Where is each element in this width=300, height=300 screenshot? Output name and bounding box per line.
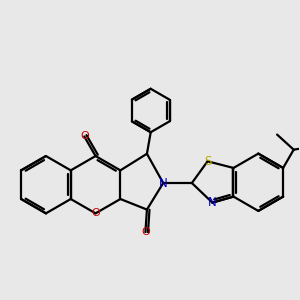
Text: O: O bbox=[91, 208, 100, 218]
Text: O: O bbox=[141, 227, 150, 237]
Text: O: O bbox=[80, 131, 88, 141]
Text: N: N bbox=[159, 176, 168, 190]
Text: N: N bbox=[208, 196, 217, 209]
Text: S: S bbox=[204, 155, 211, 168]
